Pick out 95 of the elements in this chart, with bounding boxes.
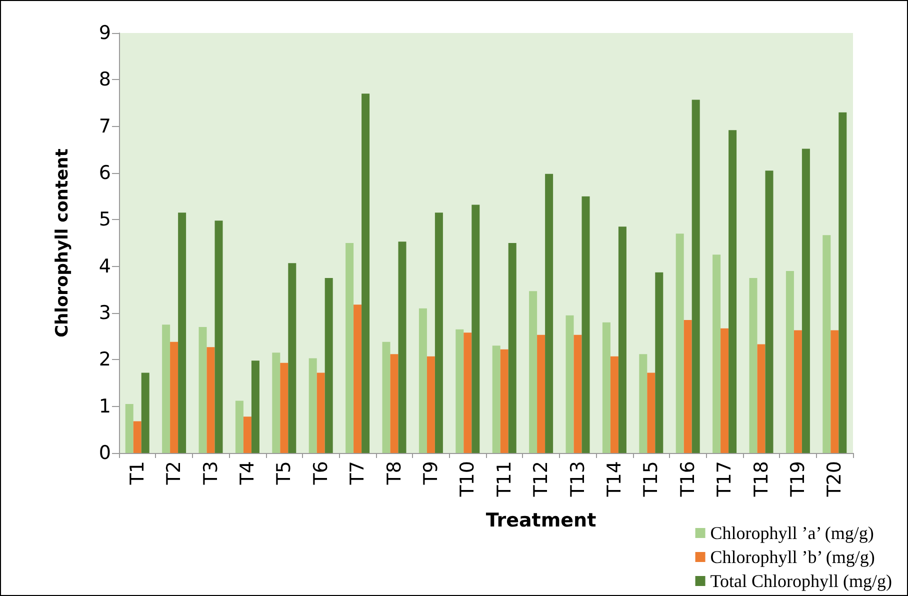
- bar: [582, 196, 590, 453]
- y-tick-label: 2: [98, 348, 111, 371]
- bar: [141, 372, 150, 453]
- bar: [125, 404, 134, 453]
- x-tick-label: T16: [676, 461, 699, 498]
- x-axis-title: Treatment: [486, 510, 596, 532]
- bar: [574, 334, 582, 453]
- bar: [308, 358, 317, 453]
- bar: [692, 100, 700, 453]
- bar: [830, 330, 839, 453]
- x-tick-label: T6: [310, 461, 332, 486]
- bar: [198, 327, 207, 453]
- x-tick-label: T15: [640, 461, 662, 498]
- bar: [214, 220, 223, 453]
- x-tick-label: T2: [163, 461, 186, 486]
- bar: [822, 235, 831, 453]
- bar: [618, 226, 626, 453]
- bar: [676, 234, 684, 453]
- bar: [529, 291, 538, 453]
- bar: [426, 356, 435, 453]
- bar: [786, 271, 794, 453]
- bar: [720, 328, 729, 453]
- bar: [272, 352, 280, 453]
- x-tick-label: T7: [346, 461, 369, 486]
- bar: [472, 204, 480, 453]
- y-tick-label: 5: [98, 208, 111, 231]
- y-tick-label: 8: [98, 68, 111, 91]
- legend-label: Chlorophyll ’b’ (mg/g): [710, 547, 875, 567]
- bar: [170, 342, 178, 453]
- y-tick-label: 1: [98, 395, 111, 418]
- bar: [398, 242, 406, 453]
- x-tick-label: T12: [530, 461, 552, 498]
- bar: [602, 322, 610, 453]
- bar: [545, 174, 554, 453]
- x-tick-label: T1: [126, 461, 148, 486]
- bar: [382, 342, 390, 453]
- bar: [728, 130, 737, 453]
- bar: [566, 315, 574, 453]
- bar: [639, 354, 648, 453]
- legend-label: Total Chlorophyll (mg/g): [710, 571, 892, 591]
- legend-label: Chlorophyll ’a’ (mg/g): [710, 523, 874, 543]
- bar: [765, 170, 774, 453]
- bar: [324, 278, 333, 453]
- bar: [464, 332, 472, 453]
- bar: [418, 308, 427, 453]
- bar: [492, 346, 500, 453]
- x-tick-label: T20: [824, 461, 846, 498]
- y-tick-label: 4: [98, 255, 111, 278]
- bar: [456, 329, 464, 453]
- bar: [288, 263, 296, 453]
- x-tick-label: T4: [236, 461, 258, 486]
- x-tick-label: T10: [456, 461, 479, 498]
- bar: [390, 354, 398, 453]
- bar: [346, 243, 354, 453]
- x-tick-label: T11: [493, 461, 516, 498]
- y-tick-label: 6: [98, 162, 111, 184]
- x-tick-label: T17: [714, 461, 736, 498]
- bar: [206, 347, 215, 453]
- x-tick-label: T3: [200, 461, 222, 486]
- bar: [162, 324, 170, 453]
- bar: [316, 372, 325, 453]
- bar: [251, 360, 260, 453]
- bar: [133, 421, 142, 453]
- y-tick-label: 3: [98, 302, 111, 324]
- x-tick-label: T8: [383, 461, 406, 486]
- bar: [434, 212, 443, 453]
- x-tick-label: T18: [750, 461, 772, 498]
- x-tick-label: T13: [566, 461, 589, 498]
- x-tick-label: T9: [420, 461, 442, 486]
- bar: [500, 349, 508, 453]
- bar: [712, 254, 721, 453]
- y-axis-title: Chlorophyll content: [52, 148, 72, 338]
- bar: [235, 400, 244, 453]
- y-tick-label: 0: [98, 442, 111, 464]
- bar: [838, 112, 847, 453]
- x-tick-label: T14: [603, 461, 626, 498]
- bar: [362, 94, 370, 453]
- bar: [243, 416, 252, 453]
- bar: [610, 356, 618, 453]
- bar: [280, 362, 288, 453]
- bar: [802, 148, 810, 453]
- bar: [354, 304, 362, 453]
- bar: [655, 272, 664, 453]
- bar: [537, 334, 546, 453]
- bar: [749, 278, 758, 453]
- x-tick-label: T5: [273, 461, 296, 486]
- bar: [178, 212, 186, 453]
- bar: [647, 372, 656, 453]
- bar: [757, 344, 766, 453]
- bar: [684, 320, 692, 453]
- y-tick-label: 7: [98, 115, 111, 138]
- bar: [508, 243, 516, 453]
- x-tick-label: T19: [786, 461, 809, 498]
- bar: [794, 330, 802, 453]
- y-tick-label: 9: [98, 22, 111, 44]
